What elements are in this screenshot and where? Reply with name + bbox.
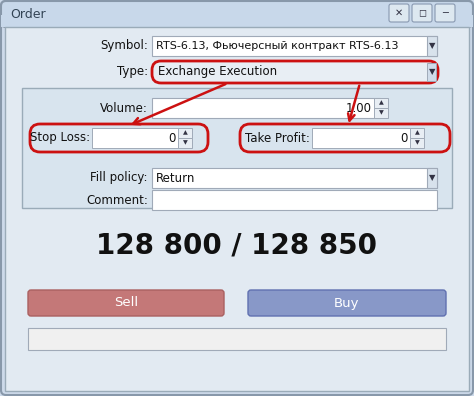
Bar [410, 128, 424, 138]
Text: RTS-6.13, Фьючерсный контракт RTS-6.13: RTS-6.13, Фьючерсный контракт RTS-6.13 [156, 41, 399, 51]
Bar [410, 138, 424, 148]
Text: Take Profit:: Take Profit: [245, 131, 310, 145]
FancyBboxPatch shape [30, 124, 208, 152]
Bar [427, 36, 437, 56]
Bar [427, 63, 436, 81]
Text: ▲: ▲ [379, 101, 383, 105]
FancyBboxPatch shape [435, 4, 455, 22]
FancyBboxPatch shape [1, 1, 473, 27]
Text: Comment:: Comment: [86, 194, 148, 206]
Text: ▲: ▲ [182, 131, 187, 135]
Bar [312, 128, 416, 148]
Text: ◻: ◻ [418, 8, 426, 18]
Bar [28, 328, 446, 350]
Text: 0: 0 [401, 131, 408, 145]
Text: ▼: ▼ [429, 42, 435, 51]
Text: Fill policy:: Fill policy: [91, 171, 148, 185]
Text: Buy: Buy [334, 297, 360, 310]
Text: ▼: ▼ [429, 67, 435, 76]
Text: Order: Order [10, 8, 46, 21]
Text: ✕: ✕ [395, 8, 403, 18]
Text: Sell: Sell [114, 297, 138, 310]
FancyBboxPatch shape [152, 61, 438, 83]
Bar [152, 190, 437, 210]
Text: 0: 0 [169, 131, 176, 145]
Text: ─: ─ [442, 8, 448, 18]
Text: ▼: ▼ [429, 173, 435, 183]
FancyBboxPatch shape [412, 4, 432, 22]
Text: Exchange Execution: Exchange Execution [158, 65, 277, 78]
Bar [92, 128, 184, 148]
Bar [427, 168, 437, 188]
Text: Type:: Type: [117, 65, 148, 78]
Bar [1, 15, 473, 27]
Text: ▼: ▼ [182, 141, 187, 145]
Bar [152, 36, 437, 56]
Text: 1.00: 1.00 [346, 101, 372, 114]
Text: Symbol:: Symbol: [100, 40, 148, 53]
FancyBboxPatch shape [248, 290, 446, 316]
Bar [178, 138, 192, 148]
Text: ▼: ▼ [415, 141, 419, 145]
FancyBboxPatch shape [240, 124, 450, 152]
Bar [152, 98, 380, 118]
Bar [374, 98, 388, 108]
Text: Volume:: Volume: [100, 101, 148, 114]
Text: 128 800 / 128 850: 128 800 / 128 850 [97, 232, 377, 260]
Text: ▲: ▲ [415, 131, 419, 135]
Bar [22, 88, 452, 208]
Bar [178, 128, 192, 138]
Bar [374, 108, 388, 118]
FancyBboxPatch shape [28, 290, 224, 316]
Bar [152, 168, 437, 188]
FancyBboxPatch shape [389, 4, 409, 22]
Text: ▼: ▼ [379, 110, 383, 116]
Text: Return: Return [156, 171, 195, 185]
Text: Stop Loss:: Stop Loss: [30, 131, 90, 145]
